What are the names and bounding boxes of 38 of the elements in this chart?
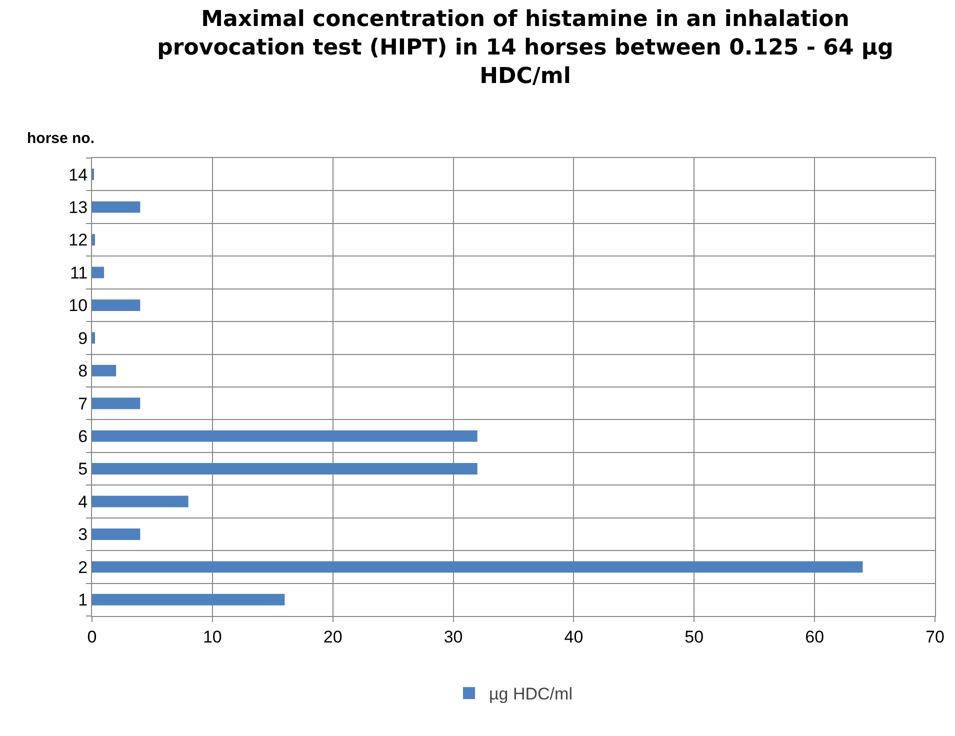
y-tick-label: 13 xyxy=(68,198,88,218)
x-tick-label: 50 xyxy=(684,627,704,646)
y-tick-label: 7 xyxy=(78,394,88,414)
x-tick-label: 40 xyxy=(564,627,584,646)
bar xyxy=(92,201,140,213)
y-tick-label: 6 xyxy=(78,427,88,446)
x-tick-label: 20 xyxy=(323,627,342,646)
y-tick-label: 1 xyxy=(78,590,88,610)
y-tick-label: 2 xyxy=(78,558,88,577)
y-tick-label: 8 xyxy=(78,362,88,381)
legend-label: µg HDC/ml xyxy=(489,684,572,704)
y-tick-label: 12 xyxy=(68,230,88,250)
y-tick-label: 11 xyxy=(70,263,88,282)
bar xyxy=(92,528,140,540)
y-tick-label: 9 xyxy=(78,328,88,348)
bar xyxy=(92,594,285,606)
bar xyxy=(92,463,478,475)
chart-title: Maximal concentration of histamine in an inhalation provocation test (HIPT) in 14 horses between 0.125 - 64 µg HDC/ml xyxy=(157,6,894,89)
bar xyxy=(92,364,116,376)
bar xyxy=(92,266,104,278)
x-tick-label: 10 xyxy=(202,627,222,646)
bar xyxy=(92,299,140,311)
x-tick-label: 60 xyxy=(805,627,824,646)
y-tick-label: 3 xyxy=(78,525,88,544)
y-tick-label: 10 xyxy=(68,296,88,316)
y-tick-label: 5 xyxy=(78,460,88,479)
y-axis-title: horse no. xyxy=(27,130,95,147)
x-tick-label: 70 xyxy=(926,627,944,646)
bar xyxy=(92,496,188,508)
x-tick-label: 0 xyxy=(87,627,97,646)
y-tick-label: 4 xyxy=(78,492,88,512)
bar xyxy=(92,234,96,246)
bar xyxy=(92,430,478,442)
y-tick-label: 14 xyxy=(68,165,88,184)
bar xyxy=(92,332,96,344)
x-tick-label: 30 xyxy=(444,627,463,646)
bar xyxy=(92,561,863,573)
bar xyxy=(92,398,140,410)
